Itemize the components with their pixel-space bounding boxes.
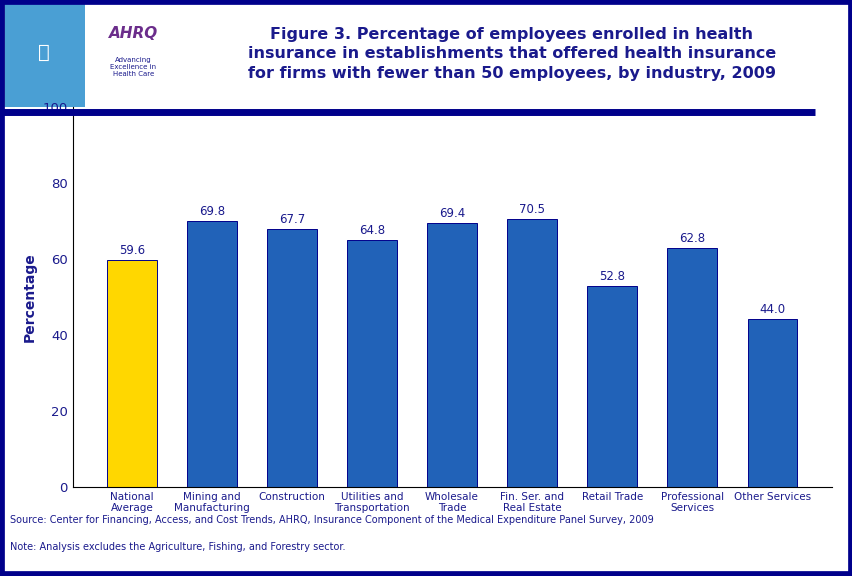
Text: 69.8: 69.8 bbox=[199, 205, 225, 218]
Bar bbox=[4, 3, 85, 107]
Bar bbox=[746, 320, 797, 487]
Bar bbox=[427, 223, 476, 487]
Y-axis label: Percentage: Percentage bbox=[23, 252, 37, 342]
Bar bbox=[267, 229, 316, 487]
Text: 52.8: 52.8 bbox=[598, 270, 625, 283]
Text: Figure 3. Percentage of employees enrolled in health
insurance in establishments: Figure 3. Percentage of employees enroll… bbox=[247, 26, 775, 81]
Text: 64.8: 64.8 bbox=[359, 224, 384, 237]
Bar bbox=[507, 219, 556, 487]
Text: 62.8: 62.8 bbox=[678, 232, 705, 245]
Bar bbox=[85, 3, 183, 107]
Bar bbox=[587, 286, 636, 487]
Bar bbox=[666, 248, 717, 487]
Text: 59.6: 59.6 bbox=[118, 244, 145, 257]
Text: 44.0: 44.0 bbox=[758, 304, 785, 316]
Text: 70.5: 70.5 bbox=[519, 203, 544, 215]
Text: 🦅: 🦅 bbox=[37, 43, 49, 62]
Text: 69.4: 69.4 bbox=[439, 207, 464, 220]
Bar bbox=[106, 260, 157, 487]
Text: Source: Center for Financing, Access, and Cost Trends, AHRQ, Insurance Component: Source: Center for Financing, Access, an… bbox=[10, 516, 653, 525]
Text: AHRQ: AHRQ bbox=[108, 26, 158, 41]
Text: Note: Analysis excludes the Agriculture, Fishing, and Forestry sector.: Note: Analysis excludes the Agriculture,… bbox=[10, 542, 345, 552]
Text: 67.7: 67.7 bbox=[279, 213, 305, 226]
Bar bbox=[187, 221, 237, 487]
Bar bbox=[347, 240, 396, 487]
Text: Advancing
Excellence in
Health Care: Advancing Excellence in Health Care bbox=[110, 57, 156, 77]
